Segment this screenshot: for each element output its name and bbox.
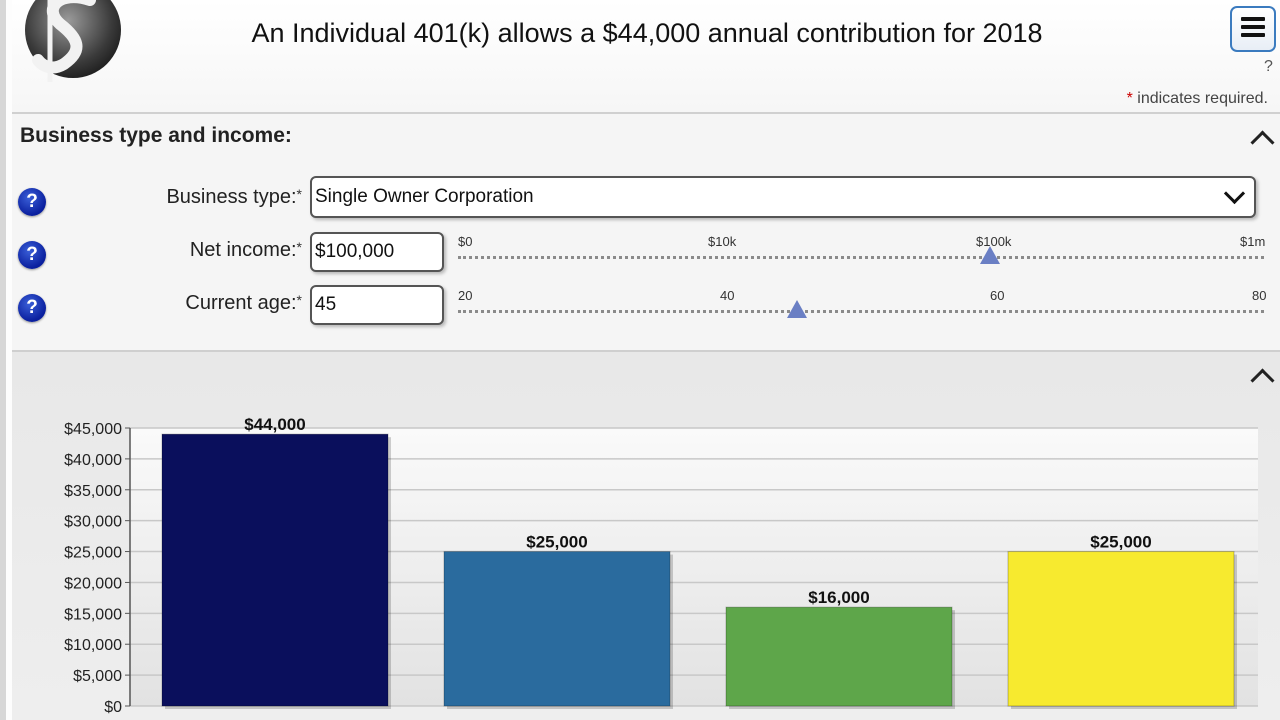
chart-section: $45,000 $40,000 $35,000 $30,000 $25,000 $20,0… [12, 352, 1280, 720]
net-income-slider-thumb[interactable] [979, 246, 1000, 264]
bar-value-label: $16,000 [808, 588, 869, 607]
business-type-label: Business type:* [12, 186, 302, 209]
bar [725, 606, 953, 707]
menu-button[interactable] [1230, 6, 1276, 52]
net-income-label-text: Net income: [189, 239, 297, 261]
help-icon-business-type[interactable]: ? [18, 188, 46, 216]
section-title-business: Business type and income: [20, 124, 292, 147]
net-income-slider[interactable]: $0 $10k $100k $1m [458, 234, 1266, 284]
current-age-label-text: Current age: [185, 292, 297, 314]
current-age-tick: 20 [458, 288, 473, 303]
y-tick-label: $20,000 [64, 575, 122, 592]
y-tick-label: $30,000 [64, 514, 122, 531]
net-income-input[interactable]: $100,000 [310, 232, 444, 272]
business-type-label-text: Business type: [166, 186, 297, 208]
current-age-tick: 80 [1252, 288, 1267, 303]
current-age-input[interactable]: 45 [310, 285, 444, 325]
net-income-slider-track [458, 256, 1264, 259]
y-tick-label: $25,000 [64, 545, 122, 562]
current-age-tick: 40 [720, 288, 735, 303]
chevron-down-icon [1223, 182, 1246, 205]
net-income-required-star: * [296, 239, 302, 255]
y-tick-label: $40,000 [64, 452, 122, 469]
bar-value-label: $25,000 [526, 533, 587, 552]
y-tick-label: $15,000 [64, 606, 122, 623]
current-age-slider-thumb[interactable] [786, 300, 807, 318]
help-link[interactable]: ? [1264, 58, 1273, 75]
bar [161, 433, 389, 707]
net-income-tick: $100k [976, 234, 1012, 249]
current-age-tick: 60 [990, 288, 1005, 303]
business-type-select[interactable]: Single Owner Corporation [310, 176, 1256, 218]
y-tick-label: $5,000 [73, 668, 122, 685]
current-age-required-star: * [296, 292, 302, 308]
bar [1007, 551, 1235, 707]
required-note: * indicates required. [1127, 90, 1268, 108]
help-icon-current-age[interactable]: ? [18, 294, 46, 322]
net-income-tick: $10k [708, 234, 737, 249]
y-tick-label: $10,000 [64, 637, 122, 654]
y-tick-label: $45,000 [64, 421, 122, 438]
current-age-label: Current age:* [12, 292, 302, 315]
help-icon-net-income[interactable]: ? [18, 241, 46, 269]
collapse-chevron-up-icon[interactable] [1250, 130, 1275, 155]
required-star: * [1126, 90, 1133, 107]
bar-value-label: $44,000 [244, 415, 305, 434]
contribution-chart: $45,000 $40,000 $35,000 $30,000 $25,000 $20,0… [64, 415, 1258, 716]
header: An Individual 401(k) allows a $44,000 an… [12, 0, 1280, 114]
page-headline: An Individual 401(k) allows a $44,000 an… [251, 18, 1043, 48]
logo-icon [25, 0, 121, 82]
current-age-slider[interactable]: 20 40 60 80 [458, 288, 1267, 338]
business-type-required-star: * [296, 186, 302, 202]
business-type-value: Single Owner Corporation [315, 186, 534, 207]
bar-value-label: $25,000 [1090, 533, 1151, 552]
y-tick-label: $35,000 [64, 483, 122, 500]
business-section: Business type and income: ? Business typ… [12, 114, 1280, 352]
current-age-slider-track [458, 310, 1264, 313]
net-income-tick: $1m [1240, 234, 1266, 249]
y-tick-label: $0 [104, 699, 122, 716]
net-income-tick: $0 [458, 234, 473, 249]
bar [443, 551, 671, 707]
net-income-label: Net income:* [12, 239, 302, 262]
required-note-text: indicates required. [1132, 90, 1268, 107]
